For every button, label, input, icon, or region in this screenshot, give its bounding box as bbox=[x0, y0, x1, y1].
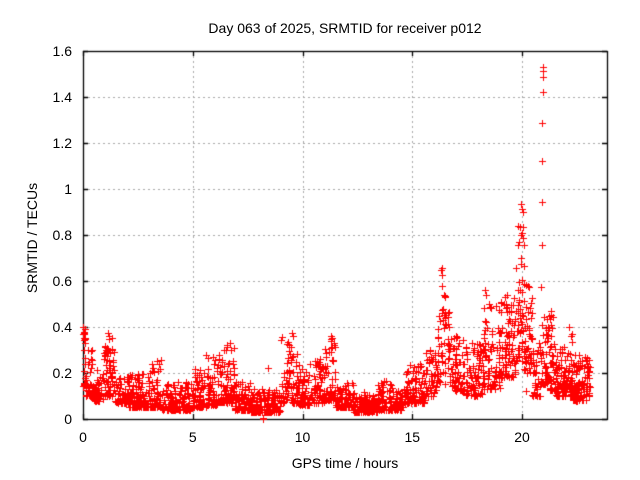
x-axis-label: GPS time / hours bbox=[291, 455, 399, 471]
x-tick-label: 10 bbox=[294, 429, 311, 445]
y-tick-label: 0.8 bbox=[52, 227, 72, 243]
y-tick-label: 1 bbox=[64, 181, 72, 197]
y-tick-label: 0 bbox=[64, 411, 72, 427]
y-tick-label: 1.2 bbox=[52, 135, 72, 151]
y-tick-label: 1.6 bbox=[52, 43, 72, 59]
x-tick-label: 5 bbox=[188, 429, 197, 445]
y-tick-label: 0.6 bbox=[52, 273, 72, 289]
y-tick-label: 1.4 bbox=[52, 89, 72, 105]
x-tick-label: 15 bbox=[404, 429, 421, 445]
x-tick-label: 0 bbox=[79, 429, 87, 445]
chart-title: Day 063 of 2025, SRMTID for receiver p01… bbox=[208, 20, 482, 36]
y-tick-label: 0.4 bbox=[52, 319, 72, 335]
y-tick-label: 0.2 bbox=[52, 365, 72, 381]
x-tick-label: 20 bbox=[514, 429, 530, 445]
